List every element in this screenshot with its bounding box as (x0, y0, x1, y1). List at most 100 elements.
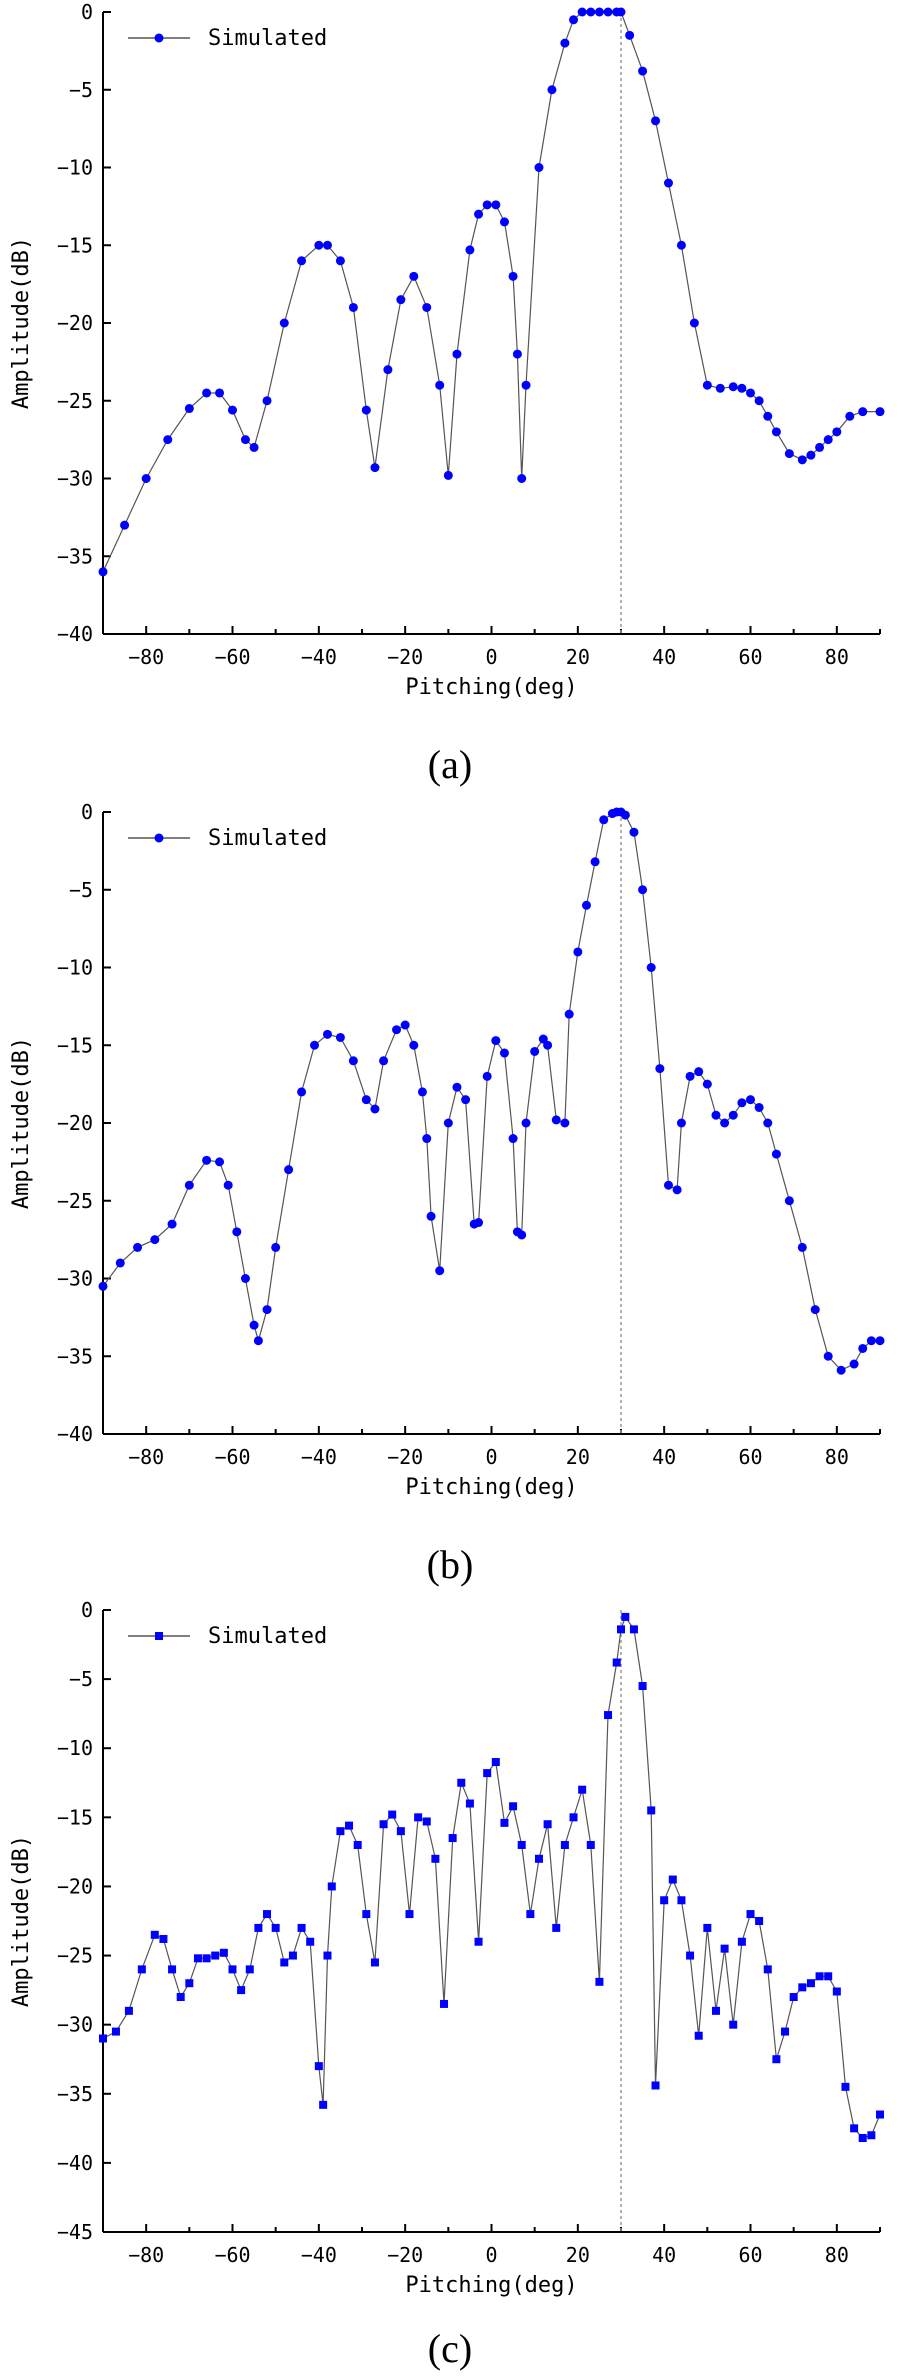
data-point (841, 2082, 850, 2091)
data-point (517, 1840, 526, 1849)
data-point (772, 2055, 781, 2064)
data-point (569, 15, 579, 25)
panel-caption: (b) (427, 1542, 474, 1587)
data-point (689, 318, 699, 328)
data-point (798, 1983, 807, 1992)
series-line-simulated (102, 11, 880, 573)
data-point (422, 1134, 432, 1144)
data-point (560, 1840, 569, 1849)
data-point (849, 1359, 859, 1369)
data-point (560, 1118, 570, 1128)
y-tick-label: −5 (69, 78, 93, 102)
data-point (465, 1799, 474, 1808)
data-point (353, 1840, 362, 1849)
data-point (379, 1820, 388, 1829)
data-point (815, 1972, 824, 1981)
data-point (551, 1115, 561, 1125)
data-point (746, 1910, 755, 1919)
data-point (396, 295, 406, 305)
data-point (457, 1778, 466, 1787)
y-tick-label: −5 (69, 878, 93, 902)
data-point (491, 1758, 500, 1767)
x-tick-label: −60 (214, 2243, 250, 2267)
data-point (440, 1999, 449, 2008)
data-point (521, 1118, 531, 1128)
panel-caption: (a) (428, 742, 472, 787)
x-axis-title: Pitching(deg) (405, 675, 577, 700)
data-point (694, 2031, 703, 2040)
data-point (314, 2062, 323, 2071)
data-point (348, 1056, 358, 1066)
data-point (676, 240, 686, 250)
data-point (655, 1064, 665, 1074)
data-point (336, 1827, 345, 1836)
data-point (271, 1242, 281, 1252)
data-point (595, 1977, 604, 1986)
series-line-simulated (102, 1615, 881, 2139)
data-point (858, 1343, 868, 1353)
data-point (159, 1934, 168, 1943)
data-point (491, 1036, 501, 1046)
data-point (482, 200, 492, 210)
y-tick-label: −10 (57, 156, 93, 180)
data-point (594, 7, 604, 17)
data-point (228, 1965, 237, 1974)
data-point (763, 1965, 772, 1974)
y-tick-label: −30 (57, 1267, 93, 1291)
data-point (124, 2006, 133, 2015)
data-point (240, 435, 250, 445)
data-point (612, 1658, 621, 1667)
data-point (452, 349, 462, 359)
data-point (99, 2034, 107, 2043)
y-tick-label: 0 (81, 1598, 93, 1622)
data-point (263, 1910, 272, 1919)
data-point (663, 178, 673, 188)
data-point (249, 1320, 259, 1330)
data-point (647, 1806, 656, 1815)
data-point (638, 885, 648, 895)
data-point (414, 1813, 423, 1822)
data-point (245, 1965, 254, 1974)
y-tick-label: −25 (57, 1189, 93, 1213)
data-point (867, 2131, 876, 2140)
data-point (262, 396, 272, 406)
data-point (728, 382, 738, 392)
data-point (115, 1258, 125, 1268)
data-point (728, 1110, 738, 1120)
data-point (422, 1817, 431, 1826)
y-axis-title: Amplitude(dB) (9, 237, 34, 409)
data-point (150, 1235, 160, 1245)
data-point (823, 1351, 833, 1361)
data-point (715, 383, 725, 393)
data-point (797, 455, 807, 465)
data-point (297, 1087, 307, 1097)
data-point (629, 1625, 638, 1634)
data-point (789, 1993, 798, 2002)
data-point (586, 7, 596, 17)
data-point (176, 1993, 185, 2002)
data-point (499, 217, 509, 227)
data-point (797, 1242, 807, 1252)
data-point (832, 1987, 841, 1996)
data-point (616, 7, 626, 17)
data-point (98, 567, 108, 577)
x-tick-label: −80 (128, 645, 164, 669)
legend-label: Simulated (208, 1624, 327, 1649)
data-point (422, 302, 432, 312)
data-point (98, 1281, 108, 1291)
data-point (185, 1979, 194, 1988)
data-point (552, 1923, 561, 1932)
data-point (379, 1056, 389, 1066)
data-point (866, 1336, 876, 1346)
data-point (685, 1071, 695, 1081)
data-point (603, 7, 613, 17)
data-point (845, 411, 855, 421)
data-point (223, 1180, 233, 1190)
data-point (771, 1149, 781, 1159)
x-tick-label: −20 (387, 1445, 423, 1469)
data-point (150, 1930, 159, 1939)
data-point (215, 388, 225, 398)
chart-panel-2: 0 −5 −10 −15 −20 −25 −30 −35 −40 −80 −60 −40 −20 0 20 4… (9, 800, 885, 1587)
x-tick-label: 40 (652, 1445, 676, 1469)
data-point (781, 2027, 790, 2036)
